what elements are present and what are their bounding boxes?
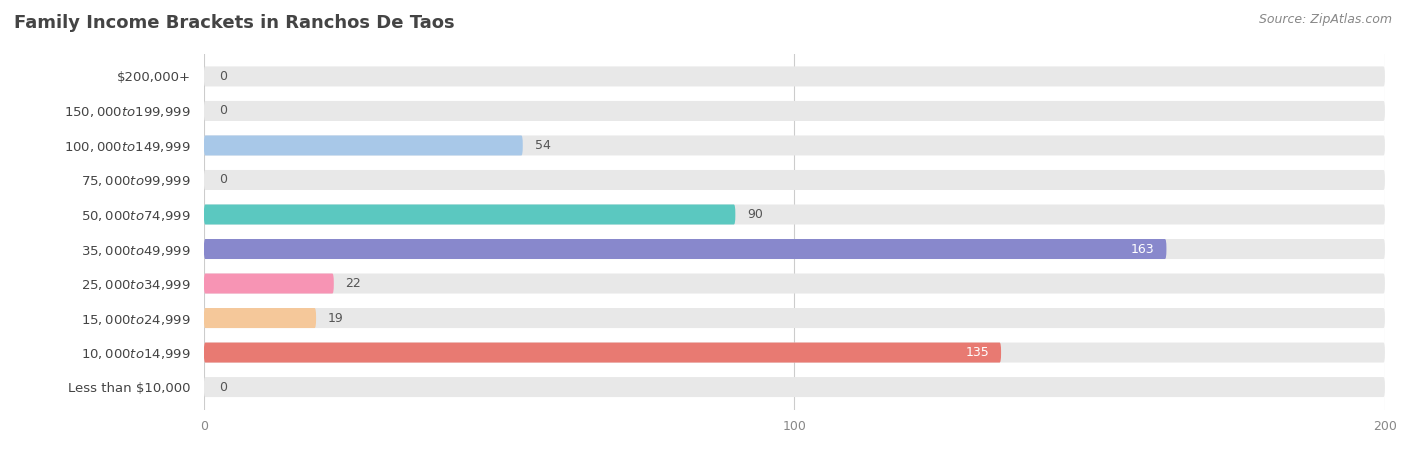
- FancyBboxPatch shape: [204, 204, 1385, 225]
- Text: 135: 135: [966, 346, 990, 359]
- Text: 0: 0: [219, 104, 226, 117]
- FancyBboxPatch shape: [204, 170, 1385, 190]
- FancyBboxPatch shape: [204, 204, 735, 225]
- FancyBboxPatch shape: [204, 135, 523, 155]
- Text: 0: 0: [219, 381, 226, 394]
- FancyBboxPatch shape: [204, 342, 1001, 363]
- Text: 22: 22: [346, 277, 361, 290]
- Text: 0: 0: [219, 174, 226, 186]
- FancyBboxPatch shape: [204, 342, 1385, 363]
- FancyBboxPatch shape: [204, 308, 1385, 328]
- FancyBboxPatch shape: [204, 101, 1385, 121]
- FancyBboxPatch shape: [204, 239, 1385, 259]
- FancyBboxPatch shape: [204, 308, 316, 328]
- FancyBboxPatch shape: [204, 239, 1167, 259]
- Text: 163: 163: [1130, 243, 1154, 256]
- FancyBboxPatch shape: [204, 67, 1385, 86]
- FancyBboxPatch shape: [204, 274, 333, 293]
- FancyBboxPatch shape: [204, 135, 1385, 155]
- Text: 19: 19: [328, 311, 343, 324]
- Text: 0: 0: [219, 70, 226, 83]
- Text: Source: ZipAtlas.com: Source: ZipAtlas.com: [1258, 14, 1392, 27]
- Text: 90: 90: [747, 208, 763, 221]
- Text: Family Income Brackets in Ranchos De Taos: Family Income Brackets in Ranchos De Tao…: [14, 14, 454, 32]
- Text: 54: 54: [534, 139, 550, 152]
- FancyBboxPatch shape: [204, 377, 1385, 397]
- FancyBboxPatch shape: [204, 274, 1385, 293]
